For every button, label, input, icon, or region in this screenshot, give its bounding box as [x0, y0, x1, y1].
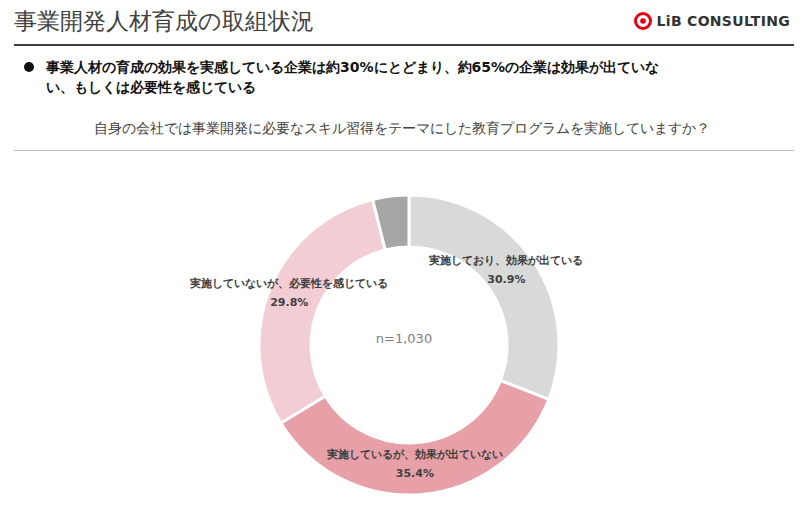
svg-text:実施しているが、効果が出ていない: 実施しているが、効果が出ていない	[326, 448, 503, 461]
html-text:い、もしくは必要性を感じている: い、もしくは必要性を感じている	[46, 79, 256, 95]
html-text:n=1,030: n=1,030	[375, 331, 433, 346]
html-text:事業人材の育成の効果を実感している企業は約30%にとどまり、: 事業人材の育成の効果を実感している企業は約30%にとどまり、約65%の企業は効果…	[46, 59, 659, 75]
html-text:LiB CONSULTING: LiB CONSULTING	[656, 13, 790, 29]
svg-text:実施しており、効果が出ている: 実施しており、効果が出ている	[428, 254, 583, 267]
svg-text:30.9%: 30.9%	[487, 273, 525, 286]
svg-text:実施していないが、必要性を感じている: 実施していないが、必要性を感じている	[189, 277, 388, 290]
svg-text:35.4%: 35.4%	[396, 467, 434, 480]
svg-text:29.8%: 29.8%	[270, 296, 308, 309]
html-text:事業開発人材育成の取組状況: 事業開発人材育成の取組状況	[14, 8, 314, 34]
html-text:自身の会社では事業開発に必要なスキル習得をテーマにした教育プ: 自身の会社では事業開発に必要なスキル習得をテーマにした教育プログラムを実施してい…	[94, 120, 710, 136]
